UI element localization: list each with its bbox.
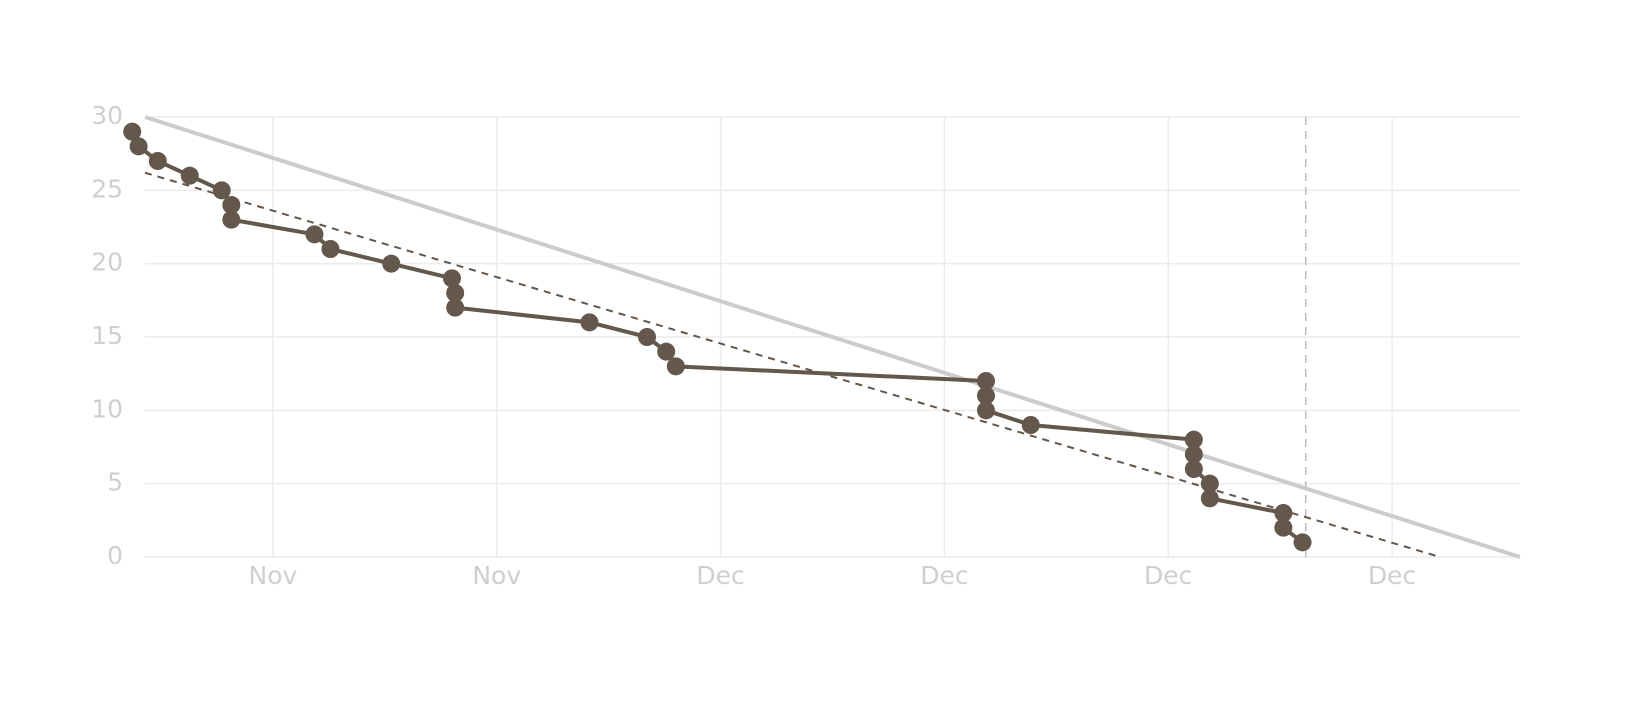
- point: [222, 210, 241, 229]
- point: [1200, 474, 1219, 493]
- point: [1184, 460, 1203, 478]
- y-tick-label: 5: [107, 468, 123, 497]
- point: [180, 166, 199, 185]
- point: [129, 137, 148, 156]
- point: [657, 342, 676, 361]
- point: [321, 240, 340, 258]
- point: [1293, 533, 1312, 552]
- series-line: [144, 115, 1521, 559]
- point: [580, 313, 599, 332]
- y-tick-label: 0: [107, 541, 123, 570]
- point: [1184, 445, 1203, 464]
- x-tick-label: Nov: [472, 561, 521, 590]
- point: [446, 298, 465, 317]
- point: [666, 357, 685, 376]
- point: [148, 152, 167, 170]
- point: [976, 401, 995, 420]
- point: [123, 122, 142, 141]
- point: [1200, 489, 1219, 508]
- point: [1021, 416, 1040, 434]
- point: [442, 269, 461, 288]
- point: [212, 181, 231, 200]
- point: [976, 386, 995, 405]
- x-tick-label: Nov: [249, 561, 298, 590]
- y-tick-label: 25: [91, 174, 123, 203]
- x-tick-label: Dec: [1144, 561, 1192, 590]
- point: [976, 372, 995, 390]
- point: [638, 328, 657, 346]
- y-tick-label: 20: [91, 248, 123, 277]
- point: [1274, 518, 1293, 537]
- point: [382, 254, 401, 273]
- series-line: [144, 171, 1441, 558]
- point: [1184, 430, 1203, 449]
- x-tick-label: Dec: [1368, 561, 1416, 590]
- x-tick-label: Dec: [696, 561, 744, 590]
- point: [305, 225, 324, 244]
- point: [1274, 504, 1293, 522]
- point: [446, 284, 465, 302]
- y-tick-label: 15: [91, 321, 123, 350]
- y-tick-label: 10: [91, 394, 123, 423]
- x-tick-label: Dec: [920, 561, 968, 590]
- y-tick-label: 30: [91, 101, 123, 130]
- point: [222, 196, 241, 214]
